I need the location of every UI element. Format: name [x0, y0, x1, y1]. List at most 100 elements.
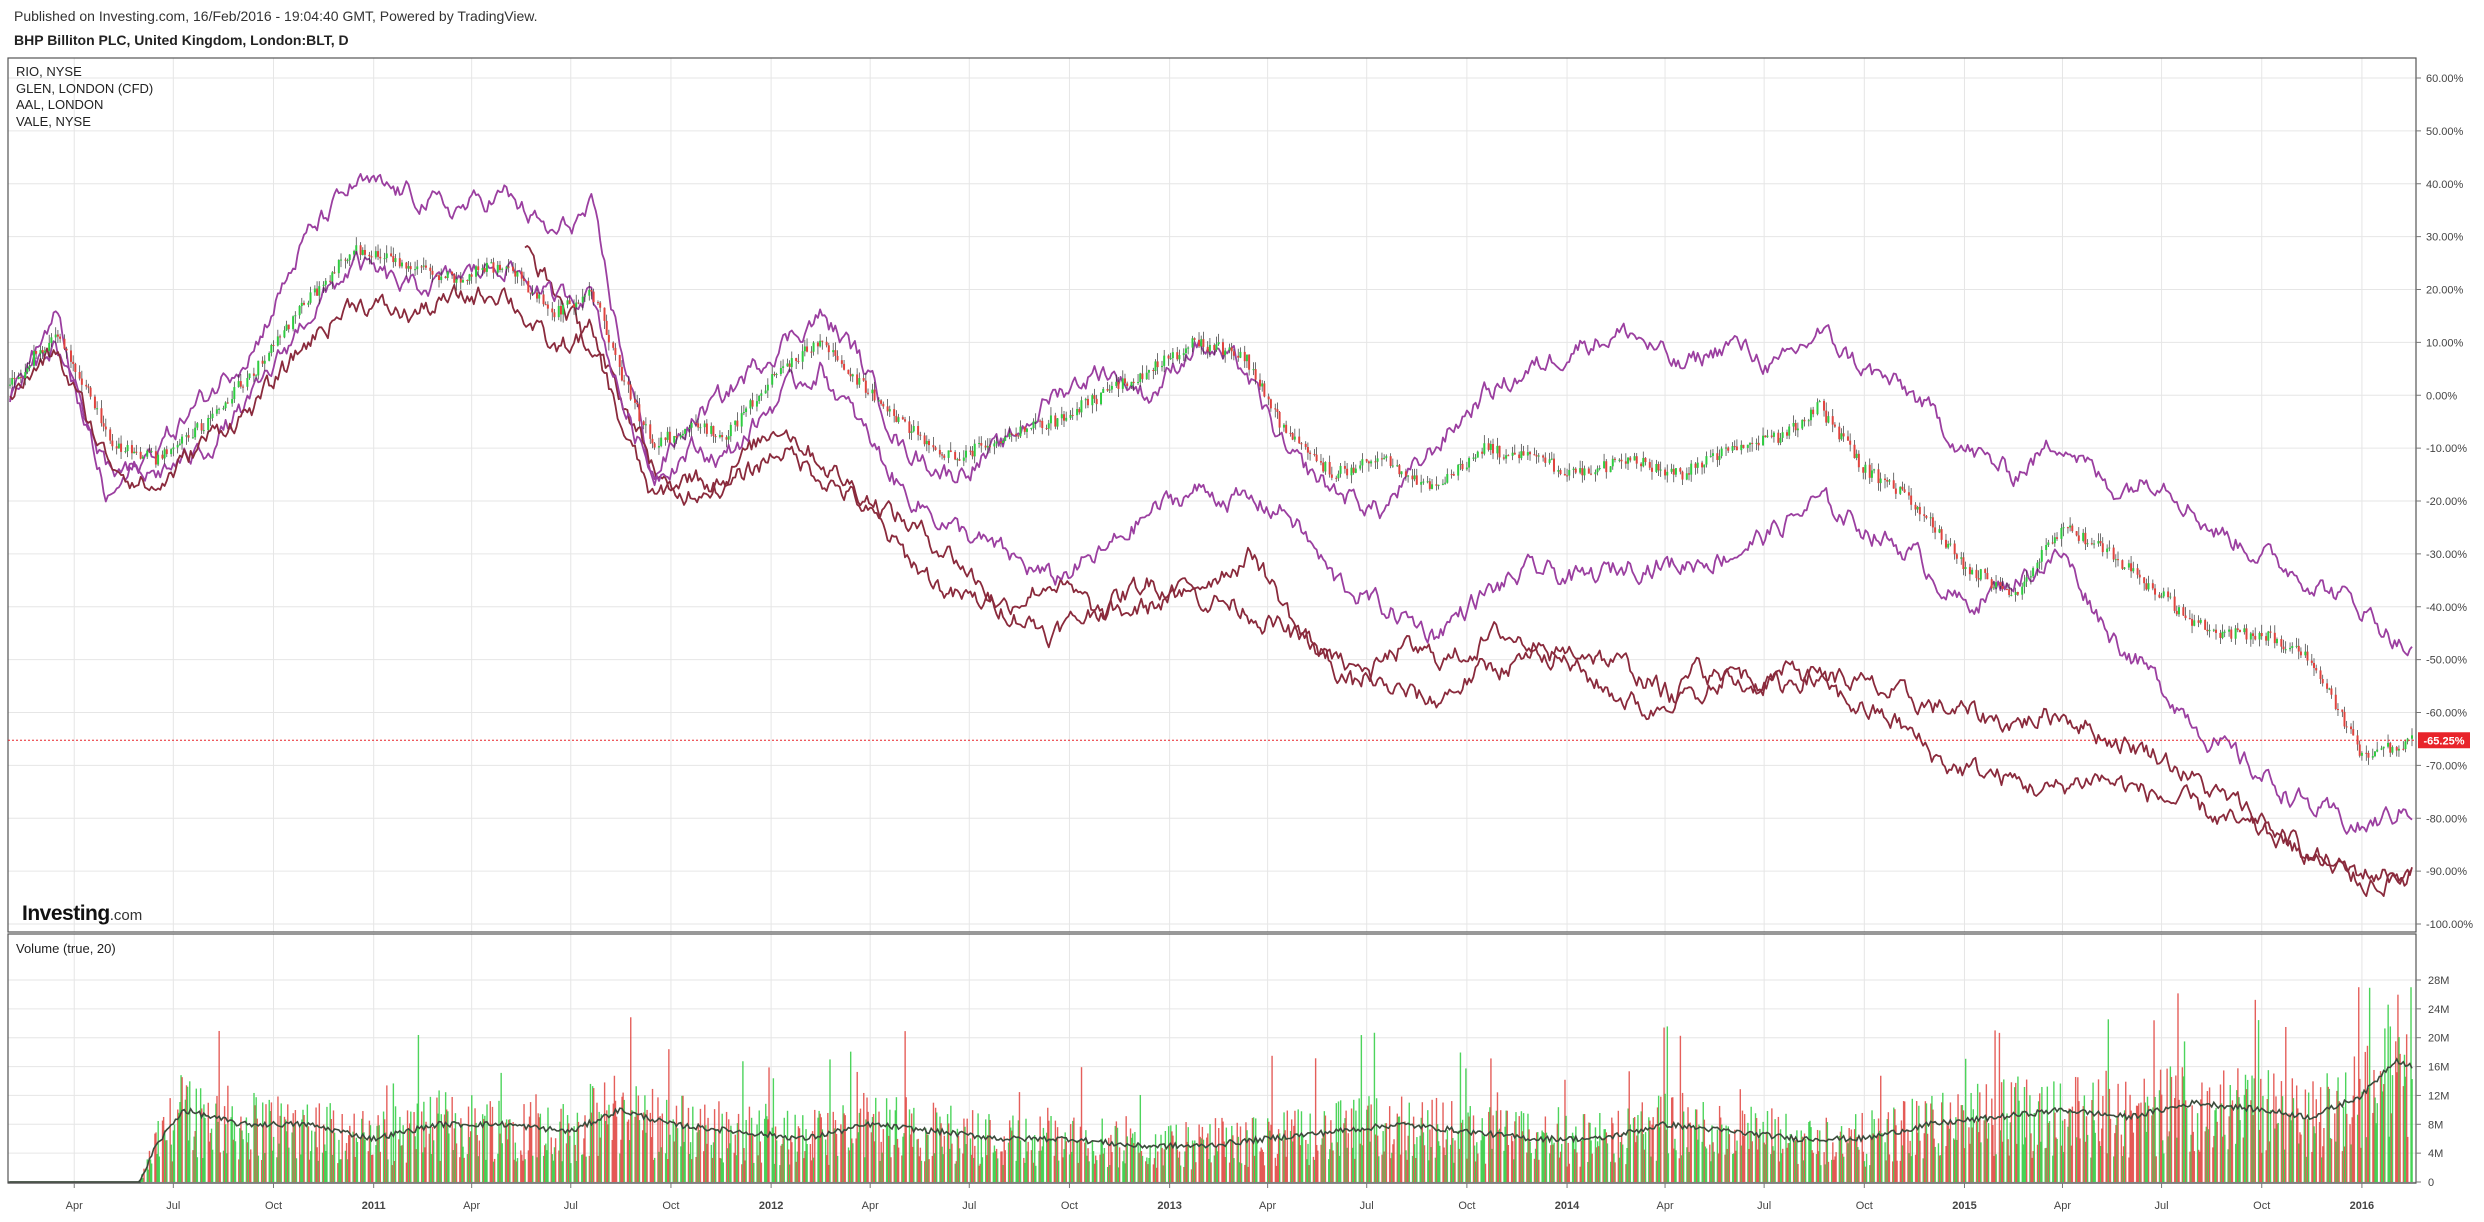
candle-body [847, 369, 850, 374]
candle-body [1701, 462, 1704, 468]
candle-body [2197, 620, 2200, 623]
candle-body [934, 447, 937, 450]
volume-bar [619, 1153, 621, 1182]
candle-body [1931, 517, 1934, 528]
candle-body [242, 386, 245, 388]
volume-bar [1134, 1131, 1136, 1182]
legend-item-rio[interactable]: RIO, NYSE [16, 64, 82, 79]
candle-body [2367, 752, 2370, 758]
volume-bar [904, 1031, 906, 1182]
vol-y-tick-label: 24M [2428, 1004, 2449, 1016]
volume-bar [1865, 1153, 1868, 1182]
volume-bar [1428, 1160, 1430, 1182]
candle-body [1034, 420, 1037, 422]
candle-body [1274, 408, 1277, 410]
candle-body [2330, 688, 2333, 695]
candle-body [165, 449, 168, 455]
candle-body [2167, 591, 2170, 598]
candle-body [755, 401, 758, 407]
volume-bar [797, 1126, 800, 1182]
volume-bar [1026, 1151, 1028, 1182]
volume-bar [1390, 1158, 1392, 1182]
volume-bar [1076, 1140, 1078, 1182]
x-tick-label: Oct [265, 1200, 282, 1212]
candle-body [2086, 543, 2089, 545]
volume-bar [2206, 1091, 2209, 1182]
volume-bar [1122, 1161, 1124, 1182]
volume-bar [840, 1124, 842, 1182]
volume-bar [698, 1129, 701, 1182]
candle-body [1095, 398, 1098, 405]
volume-bar [2067, 1126, 2069, 1182]
candle-body [864, 380, 867, 393]
candle-body [1566, 475, 1569, 477]
volume-bar [1239, 1126, 1242, 1182]
volume-bar [1743, 1114, 1746, 1182]
candle-body [1812, 409, 1815, 415]
volume-bar [2000, 1082, 2003, 1182]
candle-body [1315, 454, 1318, 462]
volume-bar [194, 1131, 196, 1182]
candle-body [1914, 504, 1917, 510]
volume-bar [832, 1111, 834, 1182]
volume-bar [2003, 1079, 2005, 1182]
candle-body [1918, 506, 1921, 515]
candle-body [176, 444, 179, 448]
volume-title: Volume (true, 20) [16, 941, 116, 956]
volume-bar [774, 1126, 777, 1182]
volume-bar [2074, 1076, 2077, 1182]
volume-bar [303, 1115, 305, 1182]
volume-bar [1001, 1151, 1003, 1182]
volume-bar [1388, 1106, 1391, 1182]
volume-bar [642, 1130, 644, 1182]
volume-bar [1497, 1130, 1500, 1182]
x-tick-label: Jul [2155, 1200, 2169, 1212]
volume-bar [1604, 1129, 1606, 1182]
candle-body [679, 435, 682, 438]
volume-bar [1518, 1116, 1520, 1182]
legend-item-aal[interactable]: AAL, LONDON [16, 97, 104, 112]
volume-bar [1694, 1109, 1697, 1182]
volume-bar [927, 1134, 929, 1182]
candle-body [2025, 577, 2028, 582]
candle-body [252, 373, 255, 376]
volume-bar [842, 1105, 844, 1182]
volume-bar [798, 1128, 801, 1182]
candle-body [340, 259, 343, 261]
x-tick-label: Apr [66, 1200, 83, 1212]
candle-body [1300, 443, 1303, 445]
volume-bar [2358, 987, 2360, 1182]
volume-bar [439, 1160, 441, 1182]
volume-bar [901, 1155, 903, 1182]
volume-bar [1378, 1156, 1380, 1182]
candle-body [35, 351, 38, 354]
candle-body [24, 372, 27, 378]
volume-bar [2064, 1119, 2066, 1182]
volume-bar [385, 1132, 387, 1182]
volume-bar [1229, 1138, 1232, 1182]
volume-bar [1556, 1123, 1559, 1182]
candle-body [725, 437, 728, 440]
legend-item-glen[interactable]: GLEN, LONDON (CFD) [16, 80, 154, 96]
volume-bar [278, 1143, 280, 1182]
volume-bar [1069, 1124, 1072, 1182]
candle-body [795, 358, 798, 361]
investing-logo[interactable]: Investing.com [22, 902, 142, 926]
candle-body [1263, 383, 1266, 397]
volume-bar [1399, 1154, 1402, 1182]
volume-bar [1876, 1135, 1879, 1182]
volume-bar [1172, 1135, 1174, 1182]
candle-body [1803, 419, 1806, 422]
volume-bar [2159, 1069, 2162, 1182]
candle-body [2008, 589, 2011, 595]
volume-bar [951, 1143, 953, 1182]
candle-body [825, 341, 828, 346]
x-tick-label: Jul [166, 1200, 180, 1212]
candle-body [1685, 473, 1688, 480]
candle-body [135, 451, 138, 453]
volume-bar [1979, 1092, 1981, 1182]
legend-item-vale[interactable]: VALE, NYSE [16, 113, 91, 129]
candle-body [1755, 442, 1758, 444]
candle-body [435, 274, 438, 276]
